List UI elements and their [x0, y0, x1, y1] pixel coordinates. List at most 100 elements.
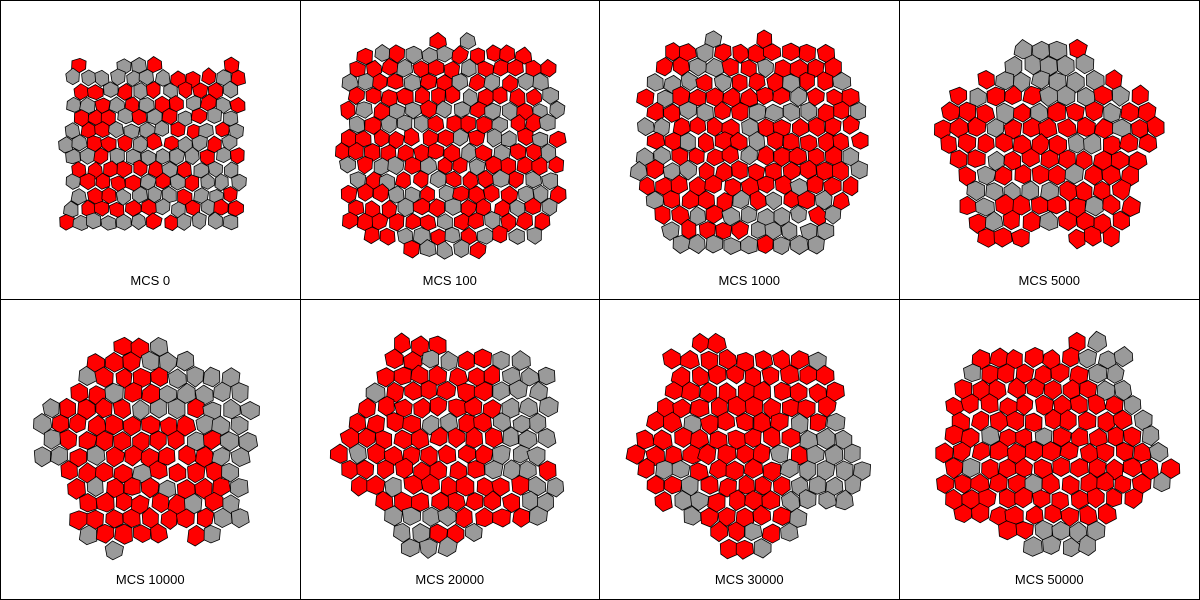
red-cell	[523, 197, 541, 215]
red-cell	[114, 523, 133, 545]
red-cell	[101, 186, 117, 205]
grey-cell	[108, 121, 124, 139]
red-cell	[1015, 521, 1034, 540]
grey-cell	[538, 396, 559, 418]
red-cell	[1013, 486, 1033, 509]
red-cell	[698, 132, 715, 153]
grey-cell	[207, 107, 223, 124]
red-cell	[427, 59, 444, 77]
grey-cell	[753, 538, 772, 559]
grey-cell	[453, 101, 471, 119]
grey-cell	[807, 235, 825, 255]
grey-cell	[222, 80, 239, 99]
grey-cell	[507, 228, 525, 245]
red-cell	[454, 506, 473, 529]
red-cell	[393, 366, 412, 386]
red-cell	[1115, 442, 1134, 462]
red-cell	[141, 415, 161, 435]
red-cell	[710, 520, 729, 543]
red-cell	[482, 184, 500, 203]
red-cell	[697, 443, 717, 466]
grey-cell	[969, 87, 987, 108]
grey-cell	[231, 382, 249, 404]
red-cell	[394, 171, 411, 190]
grey-cell	[403, 73, 421, 92]
red-cell	[401, 414, 421, 434]
grey-cell	[1065, 71, 1085, 94]
grey-cell	[798, 489, 817, 510]
red-cell	[67, 477, 86, 500]
grey-cell	[86, 476, 104, 497]
red-cell	[763, 397, 782, 419]
red-cell	[655, 56, 674, 77]
red-cell	[966, 149, 986, 168]
red-cell	[437, 444, 456, 465]
red-cell	[467, 73, 485, 92]
red-cell	[993, 227, 1013, 248]
panel-mcs-100: MCS 100	[300, 1, 600, 300]
red-cell	[201, 67, 217, 86]
grey-cell	[483, 460, 503, 480]
red-cell	[356, 156, 373, 175]
red-cell	[100, 136, 117, 153]
grey-cell	[33, 413, 53, 435]
red-cell	[158, 446, 176, 466]
grey-cell	[491, 381, 510, 402]
grey-cell	[780, 522, 799, 542]
grey-cell	[459, 32, 476, 50]
red-cell	[492, 86, 508, 105]
grey-cell	[508, 379, 528, 400]
red-cell	[455, 475, 474, 497]
grey-cell	[1106, 363, 1125, 384]
red-cell	[59, 429, 78, 451]
red-cell	[403, 156, 421, 175]
red-cell	[451, 156, 468, 175]
red-cell	[386, 412, 405, 433]
red-cell	[341, 211, 358, 230]
red-cell	[548, 130, 567, 149]
grey-cell	[629, 160, 648, 182]
grey-cell	[689, 205, 707, 226]
red-cell	[773, 381, 791, 401]
grey-cell	[483, 102, 501, 121]
red-cell	[94, 366, 114, 388]
grey-cell	[800, 101, 818, 122]
red-cell	[68, 413, 87, 434]
red-cell	[95, 172, 111, 190]
red-cell	[426, 142, 444, 160]
grey-cell	[757, 58, 774, 79]
red-cell	[501, 492, 520, 514]
red-cell	[646, 474, 665, 495]
grey-cell	[175, 350, 195, 372]
red-cell	[725, 460, 745, 481]
red-cell	[815, 364, 835, 386]
red-cell	[1011, 194, 1031, 216]
red-cell	[482, 490, 501, 511]
panel-label: MCS 1000	[718, 273, 780, 288]
grey-cell	[1022, 536, 1043, 557]
grey-cell	[814, 189, 833, 211]
red-cell	[160, 509, 178, 530]
red-cell	[388, 212, 404, 232]
red-cell	[94, 462, 114, 483]
red-cell	[412, 197, 430, 216]
red-cell	[213, 198, 229, 216]
red-cell	[403, 127, 420, 147]
red-cell	[363, 226, 380, 245]
red-cell	[754, 350, 774, 370]
red-cell	[971, 441, 990, 462]
red-cell	[141, 383, 160, 404]
red-cell	[412, 170, 429, 189]
panel-label: MCS 100	[422, 273, 477, 288]
red-cell	[229, 147, 245, 165]
red-cell	[1095, 443, 1114, 463]
red-cell	[1057, 210, 1077, 232]
grey-cell	[460, 58, 477, 78]
grey-cell	[230, 415, 249, 436]
red-cell	[1077, 410, 1096, 431]
red-cell	[782, 42, 801, 62]
red-cell	[350, 475, 369, 497]
red-cell	[732, 43, 750, 64]
red-cell	[223, 186, 238, 203]
red-cell	[1084, 100, 1104, 122]
